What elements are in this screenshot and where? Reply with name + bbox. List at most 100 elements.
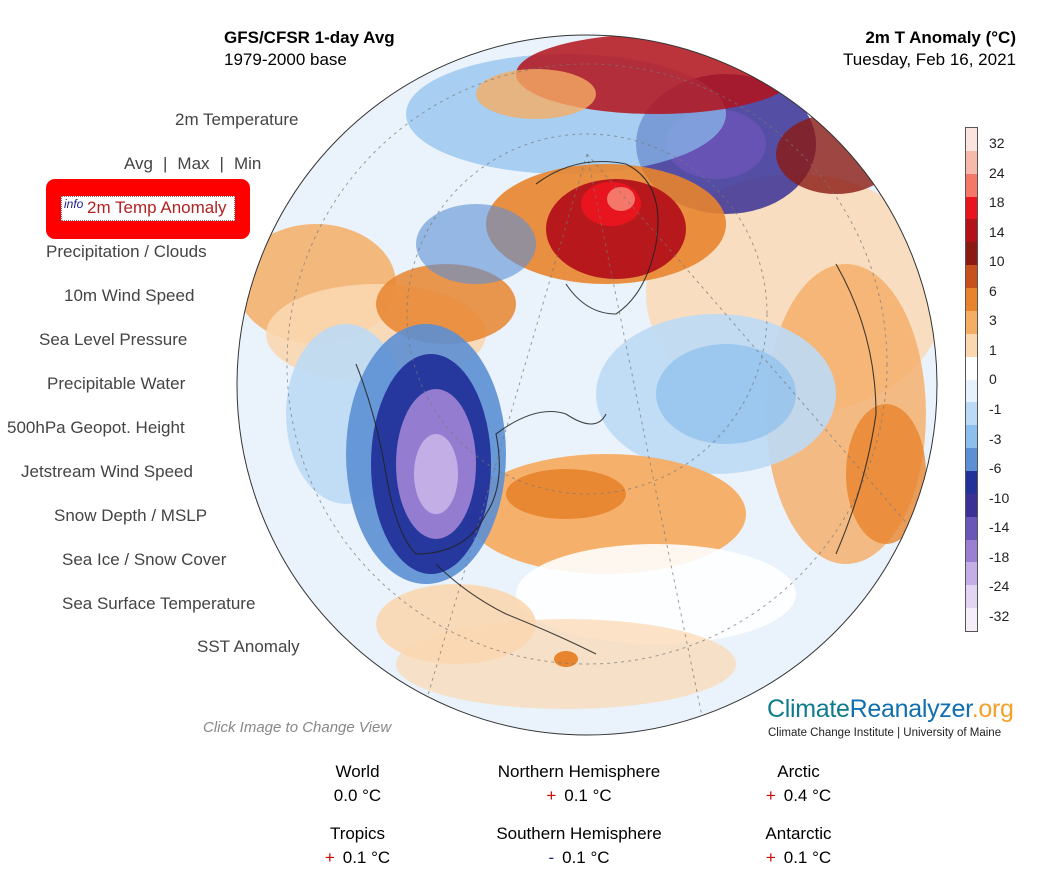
stat-arctic: Arctic +0.4 °C	[736, 760, 861, 808]
colorbar-tick-label: 3	[989, 312, 997, 329]
stat-sign: +	[546, 786, 557, 805]
logo-subtitle: Climate Change Institute | University of…	[768, 727, 1002, 739]
stat-value: -0.1 °C	[474, 846, 684, 870]
colorbar-tick-label: -10	[989, 489, 1010, 506]
menu-item-snow-depth-mslp[interactable]: Snow Depth / MSLP	[54, 506, 208, 525]
colorbar-segment	[966, 310, 977, 335]
menu-item-min[interactable]: Min	[233, 154, 262, 173]
colorbar-tick-label: 32	[989, 135, 1005, 151]
climate-reanalyzer-logo[interactable]: ClimateReanalyzer.org	[767, 695, 1014, 724]
colorbar-segment	[966, 608, 977, 632]
colorbar-tick-label: -18	[989, 548, 1010, 565]
colorbar-tick-label: 14	[989, 223, 1005, 240]
colorbar-segment	[966, 585, 977, 609]
stat-value: +0.1 °C	[736, 846, 861, 870]
stat-sign: -	[548, 848, 555, 867]
stat-name: Tropics	[329, 824, 386, 843]
click-hint: Click Image to Change View	[203, 719, 392, 736]
stat-value-text: 0.4 °C	[783, 786, 832, 805]
stat-name: World	[335, 762, 380, 781]
stat-value-text: 0.1 °C	[783, 848, 832, 867]
colorbar-tick-label: -24	[989, 578, 1010, 595]
stat-value: +0.1 °C	[300, 846, 415, 870]
stat-value: 0.0 °C	[300, 784, 415, 808]
menu-item-500hpa-geopot-height[interactable]: 500hPa Geopot. Height	[7, 418, 185, 437]
stat-value: +0.4 °C	[736, 784, 861, 808]
model-title: GFS/CFSR 1-day Avg	[224, 28, 395, 47]
selected-menu-label: 2m Temp Anomaly	[87, 198, 227, 217]
stat-value-text: 0.0 °C	[333, 786, 382, 805]
globe-map[interactable]	[236, 34, 938, 736]
menu-item-sea-ice-snow-cover[interactable]: Sea Ice / Snow Cover	[62, 550, 227, 569]
stat-value: +0.1 °C	[474, 784, 684, 808]
colorbar-segment	[966, 539, 977, 563]
menu-item-max[interactable]: Max	[177, 154, 210, 173]
menu-item-sea-surface-temperature[interactable]: Sea Surface Temperature	[62, 594, 256, 613]
stat-southern-hemisphere: Southern Hemisphere -0.1 °C	[474, 822, 684, 870]
menu-item-sst-anomaly[interactable]: SST Anomaly	[197, 637, 300, 656]
stat-sign: +	[765, 848, 776, 867]
logo-part-reanalyzer: Reanalyzer	[849, 695, 972, 723]
menu-item-precipitable-water[interactable]: Precipitable Water	[47, 374, 186, 393]
colorbar-segment	[966, 402, 977, 426]
menu-item-avg[interactable]: Avg	[124, 154, 153, 173]
colorbar-segment	[966, 196, 977, 220]
colorbar-segment	[966, 333, 977, 358]
stat-name: Northern Hemisphere	[497, 762, 661, 781]
stat-value-text: 0.1 °C	[564, 786, 612, 805]
logo-part-org: .org	[971, 695, 1014, 723]
separator: |	[163, 154, 168, 173]
colorbar-tick-label: 10	[989, 253, 1005, 270]
colorbar-segment	[966, 516, 977, 541]
colorbar-tick-label: -14	[989, 519, 1010, 536]
colorbar-segment	[966, 425, 977, 449]
menu-item-precipitation-clouds[interactable]: Precipitation / Clouds	[46, 242, 207, 261]
stat-name: Southern Hemisphere	[496, 824, 662, 843]
stat-sign: +	[765, 786, 776, 805]
menu-avg-max-min: Avg | Max | Min	[124, 154, 261, 174]
menu-item-sea-level-pressure[interactable]: Sea Level Pressure	[39, 330, 188, 349]
logo-part-climate: Climate	[767, 695, 850, 723]
colorbar-segment	[966, 219, 977, 243]
base-period: 1979-2000 base	[224, 50, 347, 69]
stat-northern-hemisphere: Northern Hemisphere +0.1 °C	[474, 760, 684, 808]
colorbar-segment	[966, 288, 977, 312]
colorbar-segment	[966, 470, 977, 495]
stat-name: Antarctic	[765, 824, 832, 843]
menu-item-2m-temp-anomaly[interactable]: info 2m Temp Anomaly	[61, 196, 235, 221]
stat-sign: +	[324, 848, 335, 867]
colorbar-tick-label: -6	[989, 460, 1002, 477]
colorbar-tick-label: 6	[989, 282, 997, 299]
colorbar-segment	[966, 242, 977, 266]
menu-item-10m-wind-speed[interactable]: 10m Wind Speed	[64, 286, 195, 305]
colorbar-tick-label: -3	[989, 430, 1002, 447]
colorbar-tick-label: -1	[989, 401, 1002, 418]
colorbar-segment	[966, 150, 977, 175]
header-right: 2m T Anomaly (°C) Tuesday, Feb 16, 2021	[843, 27, 1016, 71]
info-link[interactable]: info	[64, 197, 84, 211]
colorbar-segment	[966, 379, 977, 403]
colorbar	[965, 127, 978, 632]
date-label: Tuesday, Feb 16, 2021	[843, 50, 1016, 69]
stat-value-text: 0.1 °C	[342, 848, 391, 867]
stat-value-text: 0.1 °C	[562, 848, 610, 867]
stat-tropics: Tropics +0.1 °C	[300, 822, 415, 870]
colorbar-segment	[966, 173, 977, 198]
colorbar-tick-label: 0	[989, 371, 997, 388]
colorbar-segment	[966, 128, 977, 152]
colorbar-tick-label: 1	[989, 341, 997, 358]
stat-antarctic: Antarctic +0.1 °C	[736, 822, 861, 870]
colorbar-segment	[966, 356, 977, 380]
stat-world: World 0.0 °C	[300, 760, 415, 808]
colorbar-tick-label: 24	[989, 164, 1005, 181]
stat-name: Arctic	[777, 762, 820, 781]
menu-item-2m-temperature[interactable]: 2m Temperature	[175, 110, 299, 129]
variable-title: 2m T Anomaly (°C)	[865, 28, 1016, 47]
menu-item-jetstream-wind-speed[interactable]: Jetstream Wind Speed	[21, 462, 193, 481]
colorbar-segment	[966, 448, 977, 472]
header-left: GFS/CFSR 1-day Avg 1979-2000 base	[224, 27, 395, 71]
colorbar-tick-label: 18	[989, 194, 1005, 211]
colorbar-segment	[966, 493, 977, 518]
separator: |	[219, 154, 224, 173]
colorbar-segment	[966, 265, 977, 289]
